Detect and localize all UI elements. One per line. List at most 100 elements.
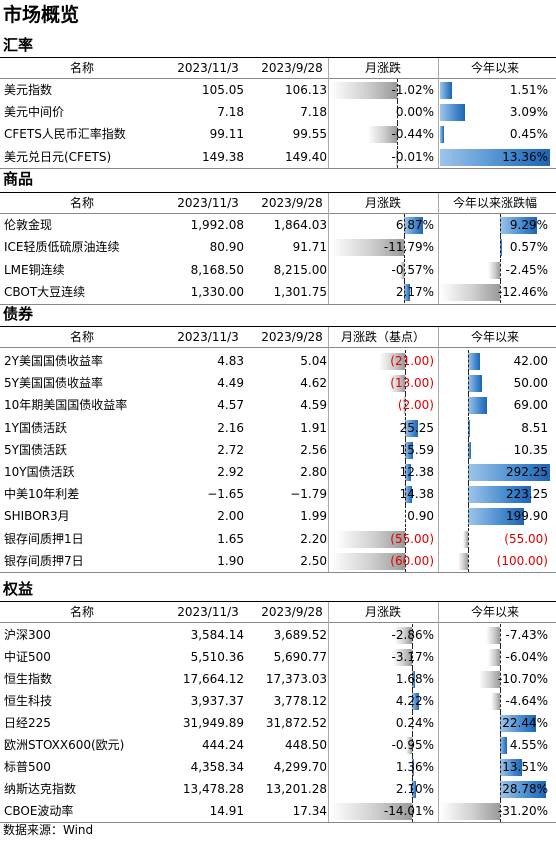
monthly-change-value: 14.38 (399, 487, 434, 502)
monthly-change-zero-axis (405, 350, 406, 372)
column-header: 名称 (70, 196, 95, 210)
ytd-change-bar (500, 737, 508, 754)
row-name: LME铜连续 (4, 262, 65, 277)
ytd-change-value: 1.51% (509, 83, 548, 97)
column-header: 月涨跌 (364, 196, 401, 210)
ytd-change-zero-axis (468, 372, 469, 395)
ytd-change-zero-axis (468, 416, 469, 439)
ytd-change-bar (500, 715, 536, 732)
value-2023-11-3: 13,478.28 (182, 782, 244, 796)
table-row: 纳斯达克指数 13,478.28 13,201.28 2.10% 28.78% (0, 778, 556, 800)
column-header: 名称 (70, 61, 95, 75)
monthly-change-bar (412, 693, 420, 710)
column-header-row: 名称 2023/11/3 2023/9/28 月涨跌 今年以来涨跌幅 (0, 193, 556, 213)
monthly-change-zero-axis (405, 461, 406, 483)
table-row: 10年期美国国债收益率 4.57 4.59 (2.00) 69.00 (0, 394, 556, 417)
monthly-change-zero-axis (412, 668, 413, 690)
ytd-change-bar (468, 508, 525, 526)
column-header: 2023/11/3 (177, 61, 239, 75)
table-row: 2Y美国国债收益率 4.83 5.04 (21.00) 42.00 (0, 350, 556, 372)
ytd-change-value: -10.70% (497, 672, 548, 686)
monthly-change-value: 0.24% (395, 716, 434, 730)
value-2023-9-28: 2.56 (300, 442, 327, 457)
monthly-change-bar (412, 759, 415, 776)
header-underline (0, 78, 556, 79)
monthly-change-bar (395, 627, 412, 644)
section-title-commodity: 商品 (3, 170, 34, 188)
table-row: 银存间质押1日 1.65 2.20 (55.00) (55.00) (0, 527, 556, 550)
column-header: 名称 (70, 330, 95, 344)
value-2023-11-3: 8,168.50 (190, 262, 244, 277)
ytd-change-value: 4.55% (509, 738, 548, 752)
monthly-change-zero-axis (404, 258, 405, 281)
ytd-change-value: 13.36% (502, 149, 548, 164)
ytd-change-bar (500, 781, 547, 798)
monthly-change-value: 0.90 (407, 509, 434, 524)
column-separator (328, 602, 329, 822)
monthly-change-zero-axis (412, 778, 413, 800)
table-row: 恒生指数 17,664.12 17,373.03 1.68% -10.70% (0, 668, 556, 690)
section-divider (0, 601, 556, 602)
value-2023-11-3: 105.05 (202, 83, 244, 97)
table-row: 10Y国债活跃 2.92 2.80 12.38 292.25 (0, 461, 556, 483)
column-separator (438, 193, 439, 304)
value-2023-9-28: 91.71 (292, 240, 327, 255)
monthly-change-bar (330, 803, 412, 820)
ytd-change-value: -6.04% (505, 650, 548, 664)
ytd-change-value: -4.64% (505, 694, 548, 708)
monthly-change-zero-axis (412, 756, 413, 778)
value-2023-9-28: 1.91 (300, 420, 327, 435)
monthly-change-bar (412, 781, 416, 798)
column-header: 名称 (70, 605, 95, 619)
page-title: 市场概览 (3, 4, 80, 26)
value-2023-11-3: 4,358.34 (190, 760, 244, 774)
value-2023-11-3: 17,664.12 (182, 672, 244, 686)
monthly-change-bar (404, 284, 410, 302)
table-row: 5Y国债活跃 2.72 2.56 15.59 10.35 (0, 438, 556, 461)
ytd-change-bar (468, 419, 471, 437)
ytd-change-value: 50.00 (513, 376, 548, 391)
value-2023-11-3: 4.57 (217, 398, 244, 413)
value-2023-11-3: 1.90 (217, 553, 244, 568)
monthly-change-value: -0.01% (391, 149, 434, 164)
row-name: 恒生指数 (4, 672, 53, 686)
ytd-change-zero-axis (500, 646, 501, 668)
row-name: 美元兑日元(CFETS) (4, 149, 112, 164)
monthly-change-bar (405, 486, 413, 504)
value-2023-9-28: −1.79 (290, 487, 327, 502)
ytd-change-value: (55.00) (504, 531, 548, 546)
table-row: 日经225 31,949.89 31,872.52 0.24% 22.44% (0, 712, 556, 734)
ytd-change-value: -12.46% (497, 285, 548, 300)
column-header: 今年以来 (470, 605, 519, 619)
row-name: 5Y美国国债收益率 (4, 376, 103, 391)
monthly-change-zero-axis (405, 394, 406, 417)
ytd-change-value: 3.09% (509, 105, 548, 120)
ytd-change-value: 10.35 (513, 442, 548, 457)
value-2023-9-28: 3,778.12 (273, 694, 327, 708)
column-header: 月涨跌 (364, 61, 401, 75)
column-header: 2023/11/3 (177, 330, 239, 344)
column-header: 月涨跌（基点） (340, 330, 425, 344)
column-header: 月涨跌 (364, 605, 401, 619)
ytd-change-bar (458, 552, 468, 570)
ytd-change-value: 199.90 (506, 509, 548, 524)
table-row: 5Y美国国债收益率 4.49 4.62 (13.00) 50.00 (0, 372, 556, 395)
monthly-change-bar (405, 419, 419, 437)
ytd-change-value: 9.29% (509, 218, 548, 232)
value-2023-9-28: 8,215.00 (273, 262, 327, 277)
ytd-change-bar (462, 530, 468, 548)
value-2023-9-28: 3,689.52 (273, 628, 327, 642)
monthly-change-zero-axis (412, 646, 413, 668)
value-2023-11-3: −1.65 (207, 487, 244, 502)
value-2023-9-28: 7.18 (300, 105, 327, 120)
monthly-change-value: -0.57% (391, 262, 434, 277)
value-2023-11-3: 3,937.37 (190, 694, 244, 708)
value-2023-11-3: 2.92 (217, 465, 244, 479)
column-separator (438, 602, 439, 822)
value-2023-11-3: 1.65 (217, 531, 244, 546)
monthly-change-value: 2.10% (395, 782, 434, 796)
value-2023-11-3: 5,510.36 (190, 650, 244, 664)
column-separator (328, 327, 329, 572)
monthly-change-value: (55.00) (390, 531, 434, 546)
monthly-change-bar (406, 737, 412, 754)
